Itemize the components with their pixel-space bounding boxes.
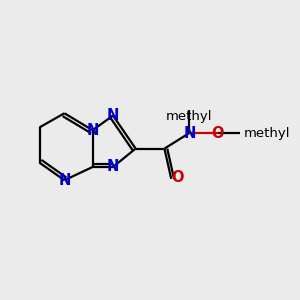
Text: N: N bbox=[107, 160, 119, 175]
Text: O: O bbox=[171, 170, 184, 185]
Text: methyl: methyl bbox=[244, 127, 290, 140]
Text: N: N bbox=[183, 125, 196, 140]
Text: N: N bbox=[107, 108, 119, 123]
Text: O: O bbox=[211, 125, 224, 140]
Text: N: N bbox=[86, 123, 99, 138]
Text: methyl: methyl bbox=[166, 110, 213, 123]
Text: N: N bbox=[58, 173, 70, 188]
